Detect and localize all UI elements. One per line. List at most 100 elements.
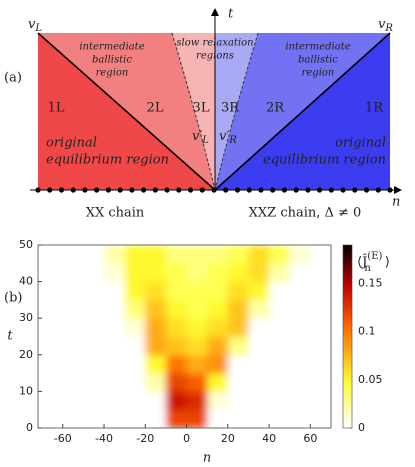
dashed-boundary — [171, 32, 216, 191]
heatmap-cell — [165, 263, 188, 283]
light-cone-left — [37, 32, 216, 191]
heatmap-cell — [83, 373, 105, 392]
region-note: regions — [196, 51, 234, 62]
chain-label: XXZ chain, Δ ≠ 0 — [249, 206, 362, 221]
site — [281, 187, 287, 193]
heatmap-cell — [42, 373, 64, 392]
heatmap-cell — [289, 336, 311, 356]
heatmap-cell — [104, 245, 126, 264]
heatmap-cell — [104, 354, 126, 374]
site — [340, 187, 346, 193]
y-tick-label: 10 — [19, 384, 33, 397]
site — [164, 187, 170, 193]
site — [152, 187, 158, 193]
panel-a: (a) t n vL vR v′L v′R intermediate balli… — [4, 7, 402, 221]
heatmap-cell — [62, 391, 84, 411]
heatmap-cell — [289, 281, 311, 301]
heatmap-cell — [227, 373, 249, 392]
heatmap-cell — [165, 373, 188, 392]
heatmap-cell — [248, 391, 270, 411]
site — [363, 187, 370, 193]
heatmap-cell — [124, 391, 146, 411]
heatmap-cell — [104, 263, 126, 283]
site — [82, 187, 88, 193]
heatmap-cell — [289, 391, 311, 411]
heatmap-cell — [186, 281, 208, 301]
heatmap-cell — [124, 354, 146, 374]
site — [305, 187, 311, 193]
region-label: 3R — [221, 101, 240, 116]
velocity-label: vR — [378, 17, 393, 34]
heatmap-cell — [269, 263, 291, 283]
heatmap — [42, 245, 331, 428]
heatmap-cell — [62, 373, 84, 392]
site — [176, 187, 182, 193]
region-label: 2R — [266, 101, 285, 116]
heatmap-cell — [124, 299, 146, 319]
heatmap-cell — [248, 299, 270, 319]
heatmap-cell — [269, 336, 291, 356]
colorbar-tick-label: 0.05 — [358, 373, 383, 386]
site — [270, 187, 276, 193]
heatmap-cell — [186, 391, 208, 411]
heatmap-cell — [145, 245, 167, 264]
heatmap-cell — [42, 263, 64, 283]
heatmap-cell — [289, 299, 311, 319]
heatmap-cell — [145, 354, 167, 374]
heatmap-cell — [248, 281, 270, 301]
axis-label: t — [228, 7, 234, 22]
heatmap-cell — [269, 373, 291, 392]
site — [317, 187, 323, 193]
sites — [35, 187, 393, 193]
heatmap-cell — [248, 373, 270, 392]
site — [199, 187, 205, 193]
site — [187, 187, 194, 193]
heatmap-cell — [124, 373, 146, 392]
heatmap-cell — [227, 299, 249, 319]
region-note: equilibrium region — [46, 153, 169, 168]
heatmap-cell — [62, 299, 84, 319]
heatmap-cell — [227, 354, 249, 374]
heatmap-cell — [104, 409, 126, 428]
heatmap-cell — [186, 299, 208, 319]
chain-label: XX chain — [86, 206, 145, 221]
heatmap-cell — [269, 409, 291, 428]
heatmap-cell — [62, 318, 84, 337]
heatmap-cell — [310, 409, 331, 428]
site — [328, 187, 334, 193]
heatmap-cell — [248, 245, 270, 264]
site — [141, 187, 147, 193]
axes: -60 -40 -20 0 20 40 60 0 10 20 30 40 50 0 0.05 0.1 0.15 — [19, 238, 383, 445]
heatmap-cell — [83, 263, 105, 283]
region-note: ballistic — [298, 55, 338, 66]
site — [94, 187, 100, 193]
heatmap-cell — [42, 391, 64, 411]
heatmap-cell — [124, 336, 146, 356]
heatmap-cell — [227, 391, 249, 411]
heatmap-cell — [165, 318, 188, 337]
heatmap-cell — [227, 409, 249, 428]
region-note: region — [96, 68, 129, 79]
heatmap-cell — [145, 409, 167, 428]
heatmap-cell — [104, 299, 126, 319]
x-axis-label: n — [203, 451, 211, 466]
x-tick-label: -20 — [136, 432, 154, 445]
region-note: intermediate — [79, 42, 144, 53]
site — [117, 187, 123, 193]
x-tick-label: 0 — [183, 432, 190, 445]
heatmap-cells — [42, 245, 331, 428]
site — [387, 187, 393, 193]
site — [375, 187, 381, 193]
heatmap-cell — [207, 409, 229, 428]
heatmap-cell — [104, 391, 126, 411]
heatmap-cell — [165, 354, 188, 374]
y-tick-label: 20 — [19, 348, 33, 361]
heatmap-cell — [289, 354, 311, 374]
heatmap-cell — [207, 336, 229, 356]
heatmap-cell — [227, 281, 249, 301]
x-tick-label: -40 — [95, 432, 113, 445]
heatmap-cell — [186, 245, 208, 264]
heatmap-cell — [207, 281, 229, 301]
heatmap-cell — [186, 354, 208, 374]
